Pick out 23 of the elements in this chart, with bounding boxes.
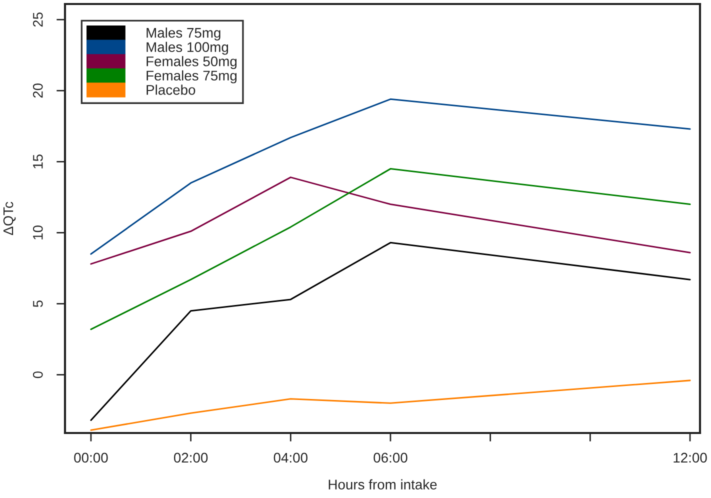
legend-label: Females 75mg <box>146 70 237 84</box>
line-series <box>90 176 691 265</box>
x-tick-label: 02:00 <box>174 452 208 463</box>
legend-label: Males 100mg <box>146 42 228 55</box>
legend-label: Placebo <box>146 84 196 95</box>
x-axis-title: Hours from intake <box>328 479 437 490</box>
legend-label: Females 50mg <box>146 56 237 70</box>
y-tick-label: 20 <box>32 83 43 98</box>
y-tick-label: 25 <box>32 12 43 27</box>
y-tick-label: 5 <box>33 300 43 308</box>
line-series <box>90 168 691 330</box>
y-tick-label: 15 <box>33 154 43 168</box>
x-tick-label: 00:00 <box>74 452 108 463</box>
y-tick-label: 0 <box>32 371 43 378</box>
line-series <box>90 98 691 255</box>
line-series <box>90 242 691 421</box>
y-tick-label: 10 <box>32 226 43 240</box>
legend-label: Males 75mg <box>146 28 220 40</box>
line-series <box>90 380 691 431</box>
x-tick-label: 12:00 <box>674 452 707 463</box>
x-tick-label: 04:00 <box>274 452 308 463</box>
x-tick-label: 06:00 <box>374 452 408 463</box>
y-axis-title: ΔQTc <box>3 202 16 236</box>
